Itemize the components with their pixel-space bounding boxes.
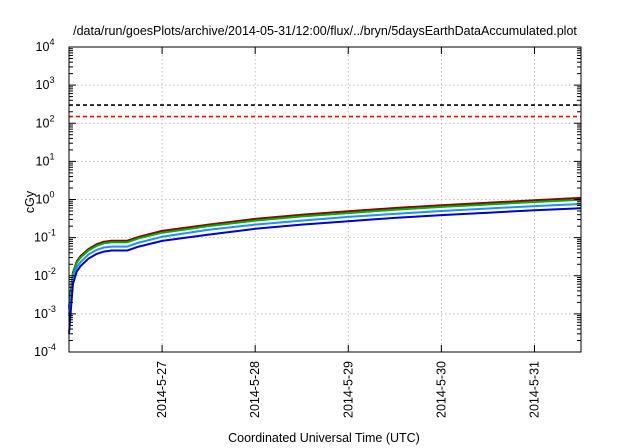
y-tick-label: 10-3 xyxy=(34,304,56,321)
x-tick-label: 2014-5-28 xyxy=(248,361,262,418)
y-tick-label: 10-4 xyxy=(34,342,56,359)
y-axis-ticks: 10-4 10-3 10-2 10-1 100 101 102 103 104 xyxy=(34,37,581,359)
x-axis-label: Coordinated Universal Time (UTC) xyxy=(228,431,420,445)
series-line xyxy=(68,203,582,316)
x-tick-label: 2014-5-31 xyxy=(527,361,541,418)
grid xyxy=(69,47,581,352)
y-tick-label: 10-2 xyxy=(34,266,56,283)
y-tick-label: 10-1 xyxy=(34,228,56,245)
y-axis-label: cGy xyxy=(23,190,37,213)
x-tick-label: 2014-5-30 xyxy=(434,361,448,418)
y-tick-label: 102 xyxy=(36,113,55,130)
threshold-lines xyxy=(69,104,581,118)
series-line xyxy=(68,196,582,308)
y-tick-label: 104 xyxy=(36,37,55,54)
y-tick-label: 100 xyxy=(36,190,55,207)
series-line xyxy=(68,207,582,334)
series-lines xyxy=(68,196,582,334)
x-tick-label: 2014-5-27 xyxy=(155,361,169,418)
x-axis-ticks: 2014-5-27 2014-5-28 2014-5-29 2014-5-30 2014… xyxy=(155,47,541,418)
chart-title: /data/run/goesPlots/archive/2014-05-31/1… xyxy=(73,24,577,38)
x-tick-label: 2014-5-29 xyxy=(341,361,355,418)
y-tick-label: 103 xyxy=(36,75,55,92)
series-line xyxy=(68,198,582,310)
y-tick-label: 101 xyxy=(36,151,55,168)
